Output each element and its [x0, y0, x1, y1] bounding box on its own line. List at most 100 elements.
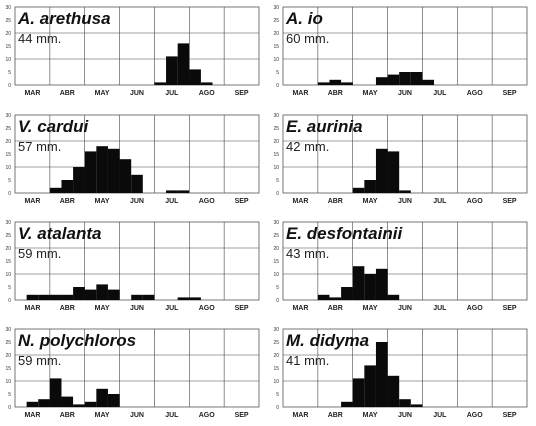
bar	[399, 72, 411, 85]
x-tick-label: MAR	[292, 412, 308, 419]
y-tick-label: 30	[5, 5, 11, 11]
bar	[410, 404, 423, 407]
bar	[166, 190, 178, 193]
y-tick-label: 15	[273, 44, 279, 50]
x-tick-label: AGO	[199, 305, 216, 312]
y-tick-label: 0	[8, 298, 11, 304]
y-tick-label: 30	[273, 220, 279, 226]
y-tick-label: 5	[8, 392, 11, 398]
bar	[26, 294, 39, 300]
y-tick-label: 25	[273, 18, 279, 24]
bar	[189, 69, 201, 85]
x-tick-label: SEP	[235, 305, 249, 312]
bar	[352, 378, 365, 407]
x-tick-label: AGO	[467, 198, 484, 205]
x-tick-label: JUL	[433, 305, 447, 312]
x-tick-label: AGO	[199, 90, 216, 97]
y-tick-label: 30	[5, 327, 11, 333]
plot-frame	[14, 6, 260, 86]
bar	[177, 43, 190, 85]
bar	[61, 396, 74, 407]
y-tick-label: 20	[5, 353, 11, 359]
panel-subtitle: 59 mm.	[18, 246, 61, 261]
y-tick-label: 20	[273, 246, 279, 252]
bar	[96, 388, 108, 407]
bar	[61, 180, 74, 193]
y-tick-label: 0	[8, 83, 11, 89]
x-tick-label: ABR	[328, 198, 343, 205]
bar	[387, 294, 400, 300]
bar	[61, 294, 74, 300]
bar	[73, 404, 85, 407]
x-tick-label: MAY	[363, 305, 378, 312]
bar	[189, 297, 201, 300]
bar	[329, 297, 342, 300]
bar	[119, 159, 132, 193]
y-tick-label: 15	[273, 259, 279, 265]
y-tick-label: 15	[5, 259, 11, 265]
y-tick-label: 5	[8, 178, 11, 184]
y-tick-label: 15	[5, 366, 11, 372]
y-tick-label: 10	[5, 165, 11, 171]
x-tick-label: MAY	[363, 412, 378, 419]
bar	[84, 289, 97, 300]
x-tick-label: JUL	[165, 305, 179, 312]
x-tick-label: JUL	[433, 198, 447, 205]
y-tick-label: 0	[276, 191, 279, 197]
x-tick-label: JUN	[130, 412, 144, 419]
y-tick-label: 5	[276, 70, 279, 76]
panel-title: A. io	[285, 9, 323, 28]
panel-7: 0 5 10 15 20 25 30 MAR ABR MAY JUN JUL AGO SEP M. didy…	[273, 327, 528, 419]
bar	[341, 401, 353, 407]
panel-6: 0 5 10 15 20 25 30 MAR ABR MAY JUN JUL AGO SEP N. poly…	[5, 327, 260, 419]
bar	[131, 174, 143, 193]
bar	[364, 365, 376, 407]
bar	[73, 167, 85, 193]
y-tick-label: 10	[5, 272, 11, 278]
panel-subtitle: 60 mm.	[286, 31, 329, 46]
x-tick-label: MAR	[24, 305, 40, 312]
bar	[317, 82, 330, 85]
y-tick-label: 0	[276, 298, 279, 304]
bar	[166, 56, 178, 85]
bar	[375, 148, 388, 193]
plot-frame	[282, 328, 528, 408]
x-tick-label: JUN	[398, 412, 412, 419]
panel-4: 0 5 10 15 20 25 30 MAR ABR MAY JUN JUL AGO SEP V. atal…	[5, 220, 260, 312]
y-tick-label: 10	[273, 272, 279, 278]
x-tick-label: AGO	[199, 198, 216, 205]
bar	[49, 187, 62, 193]
bar	[142, 294, 155, 300]
x-tick-label: JUL	[165, 412, 179, 419]
bar	[341, 82, 353, 85]
y-tick-label: 15	[5, 152, 11, 158]
y-tick-label: 30	[273, 5, 279, 11]
y-tick-label: 0	[276, 83, 279, 89]
panel-0: 0 5 10 15 20 25 30 MAR ABR MAY JUN JUL AGO SEP A. aret…	[5, 5, 260, 97]
panel-title: V. atalanta	[18, 224, 101, 243]
y-tick-label: 0	[8, 405, 11, 411]
y-tick-label: 15	[273, 366, 279, 372]
x-tick-label: SEP	[235, 90, 249, 97]
panel-subtitle: 42 mm.	[286, 139, 329, 154]
bar	[329, 79, 342, 85]
bar	[107, 289, 120, 300]
bar	[49, 378, 62, 407]
x-tick-label: AGO	[199, 412, 216, 419]
panel-1: 0 5 10 15 20 25 30 MAR ABR MAY JUN JUL AGO SEP A. io 60…	[273, 5, 528, 97]
bar	[154, 82, 167, 85]
y-tick-label: 25	[273, 126, 279, 132]
panel-title: V. cardui	[18, 117, 90, 136]
y-tick-label: 25	[273, 233, 279, 239]
y-tick-label: 25	[5, 18, 11, 24]
y-tick-label: 25	[5, 233, 11, 239]
x-tick-label: JUL	[433, 412, 447, 419]
bar	[177, 190, 190, 193]
y-tick-label: 10	[273, 57, 279, 63]
panel-title: M. didyma	[286, 331, 369, 350]
bar	[399, 399, 411, 407]
x-tick-label: JUL	[165, 90, 179, 97]
bar	[38, 399, 50, 407]
panel-title: A. arethusa	[17, 9, 111, 28]
x-tick-label: AGO	[467, 90, 484, 97]
